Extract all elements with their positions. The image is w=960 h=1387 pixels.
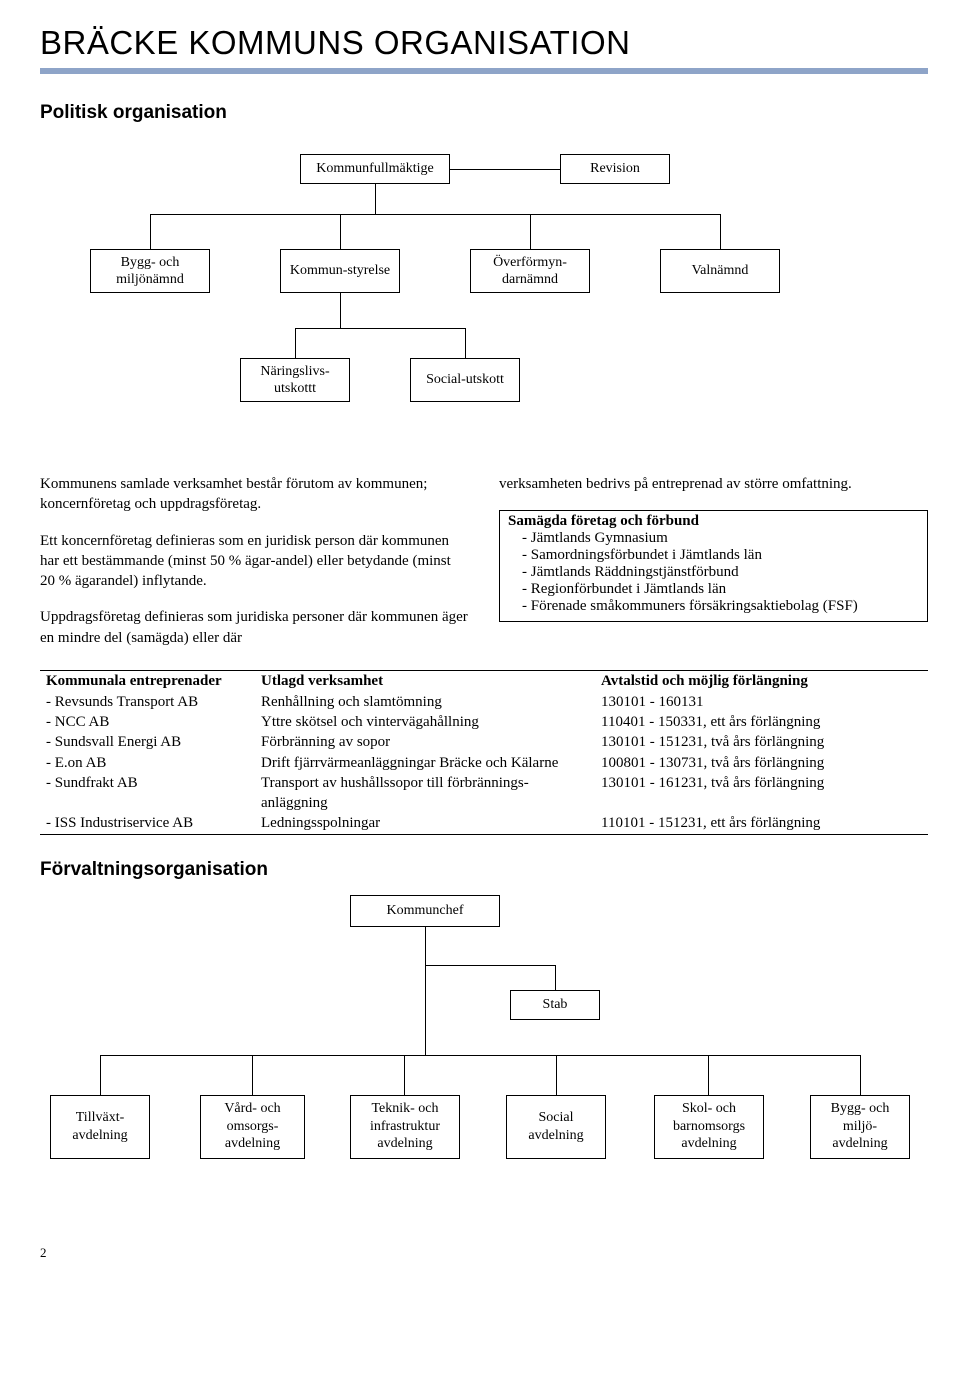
label: Valnämnd bbox=[692, 262, 749, 280]
table-row: NCC ABYttre skötsel och vintervägahållni… bbox=[40, 712, 928, 732]
samagda-item: Jämtlands Räddningstjänstförbund bbox=[522, 564, 919, 581]
cell: Yttre skötsel och vintervägahållning bbox=[255, 712, 595, 732]
cell: 100801 - 130731, två års förlängning bbox=[595, 753, 928, 773]
samagda-item: Förenade småkommuners försäkringsaktiebo… bbox=[522, 598, 919, 615]
text-two-column: Kommunens samlade verksamhet består föru… bbox=[40, 474, 928, 648]
cell: NCC AB bbox=[40, 712, 255, 732]
para-right-top: verksamheten bedrivs på entreprenad av s… bbox=[499, 474, 928, 494]
col-header-0: Kommunala entreprenader bbox=[40, 670, 255, 692]
cell: 110401 - 150331, ett års förlängning bbox=[595, 712, 928, 732]
table-row: E.on ABDrift fjärrvärmeanläggningar Bräc… bbox=[40, 753, 928, 773]
node-revision: Revision bbox=[560, 154, 670, 184]
section1-heading: Politisk organisation bbox=[40, 102, 928, 124]
page-title: BRÄCKE KOMMUNS ORGANISATION bbox=[40, 24, 928, 62]
label: Överförmyn-darnämnd bbox=[477, 254, 583, 289]
samagda-heading: Samägda företag och förbund bbox=[508, 513, 919, 530]
right-column: verksamheten bedrivs på entreprenad av s… bbox=[499, 474, 928, 648]
node-overformyndarnamnd: Överförmyn-darnämnd bbox=[470, 249, 590, 293]
node-valnamnd: Valnämnd bbox=[660, 249, 780, 293]
para-left-2: Uppdragsföretag definieras som juridiska… bbox=[40, 607, 469, 648]
label: Vård- och omsorgs-avdelning bbox=[207, 1100, 298, 1153]
col-header-1: Utlagd verksamhet bbox=[255, 670, 595, 692]
node-naringslivsutskott: Näringslivs-utskottt bbox=[240, 358, 350, 402]
table-row: Sundfrakt ABTransport av hushållssopor t… bbox=[40, 773, 928, 814]
label: Bygg- och miljönämnd bbox=[97, 254, 203, 289]
cell: Renhållning och slamtömning bbox=[255, 692, 595, 712]
label: Social-utskott bbox=[426, 371, 504, 389]
cell: Drift fjärrvärmeanläggningar Bräcke och … bbox=[255, 753, 595, 773]
samagda-item: Samordningsförbundet i Jämtlands län bbox=[522, 547, 919, 564]
node-kommunchef: Kommunchef bbox=[350, 895, 500, 927]
samagda-item: Jämtlands Gymnasium bbox=[522, 530, 919, 547]
cell: 130101 - 160131 bbox=[595, 692, 928, 712]
entreprenader-table: Kommunala entreprenader Utlagd verksamhe… bbox=[40, 670, 928, 835]
label: Teknik- och infrastruktur avdelning bbox=[357, 1100, 453, 1153]
label: Kommun-styrelse bbox=[290, 262, 390, 280]
label: Tillväxt-avdelning bbox=[57, 1109, 143, 1144]
table-row: Revsunds Transport ABRenhållning och sla… bbox=[40, 692, 928, 712]
section2-heading: Förvaltningsorganisation bbox=[40, 859, 928, 881]
label: Bygg- och miljö-avdelning bbox=[817, 1100, 903, 1153]
cell: E.on AB bbox=[40, 753, 255, 773]
cell: 110101 - 151231, ett års förlängning bbox=[595, 813, 928, 834]
label: Skol- och barnomsorgs avdelning bbox=[661, 1100, 757, 1153]
node-socialutskott: Social-utskott bbox=[410, 358, 520, 402]
org-chart-forvaltning: Kommunchef Stab Tillväxt-avdelning Vård-… bbox=[40, 895, 928, 1205]
cell: Sundsvall Energi AB bbox=[40, 732, 255, 752]
node-tillvaxt: Tillväxt-avdelning bbox=[50, 1095, 150, 1159]
col-header-2: Avtalstid och möjlig förlängning bbox=[595, 670, 928, 692]
cell: Ledningsspolningar bbox=[255, 813, 595, 834]
samagda-item: Regionförbundet i Jämtlands län bbox=[522, 581, 919, 598]
page-number: 2 bbox=[40, 1245, 928, 1261]
cell: Transport av hushållssopor till förbränn… bbox=[255, 773, 595, 814]
node-kommunstyrelse: Kommun-styrelse bbox=[280, 249, 400, 293]
label: Social avdelning bbox=[513, 1109, 599, 1144]
node-vard-omsorg: Vård- och omsorgs-avdelning bbox=[200, 1095, 305, 1159]
title-rule bbox=[40, 68, 928, 74]
table-row: ISS Industriservice ABLedningsspolningar… bbox=[40, 813, 928, 834]
cell: Sundfrakt AB bbox=[40, 773, 255, 814]
node-skol-barn: Skol- och barnomsorgs avdelning bbox=[654, 1095, 764, 1159]
samagda-list: Jämtlands Gymnasium Samordningsförbundet… bbox=[508, 530, 919, 615]
node-kommunfullmaktige: Kommunfullmäktige bbox=[300, 154, 450, 184]
table-row: Sundsvall Energi ABFörbränning av sopor1… bbox=[40, 732, 928, 752]
cell: 130101 - 151231, två års förlängning bbox=[595, 732, 928, 752]
para-left-1: Ett koncernföretag definieras som en jur… bbox=[40, 531, 469, 592]
node-stab: Stab bbox=[510, 990, 600, 1020]
node-teknik-infra: Teknik- och infrastruktur avdelning bbox=[350, 1095, 460, 1159]
node-social-avd: Social avdelning bbox=[506, 1095, 606, 1159]
cell: Förbränning av sopor bbox=[255, 732, 595, 752]
para-left-0: Kommunens samlade verksamhet består föru… bbox=[40, 474, 469, 515]
org-chart-political: Kommunfullmäktige Revision Bygg- och mil… bbox=[40, 154, 928, 454]
left-column: Kommunens samlade verksamhet består föru… bbox=[40, 474, 469, 648]
node-bygg-miljo-avd: Bygg- och miljö-avdelning bbox=[810, 1095, 910, 1159]
node-bygg-miljo-namnd: Bygg- och miljönämnd bbox=[90, 249, 210, 293]
cell: Revsunds Transport AB bbox=[40, 692, 255, 712]
cell: ISS Industriservice AB bbox=[40, 813, 255, 834]
cell: 130101 - 161231, två års förlängning bbox=[595, 773, 928, 814]
label: Näringslivs-utskottt bbox=[247, 363, 343, 398]
samagda-box: Samägda företag och förbund Jämtlands Gy… bbox=[499, 510, 928, 622]
